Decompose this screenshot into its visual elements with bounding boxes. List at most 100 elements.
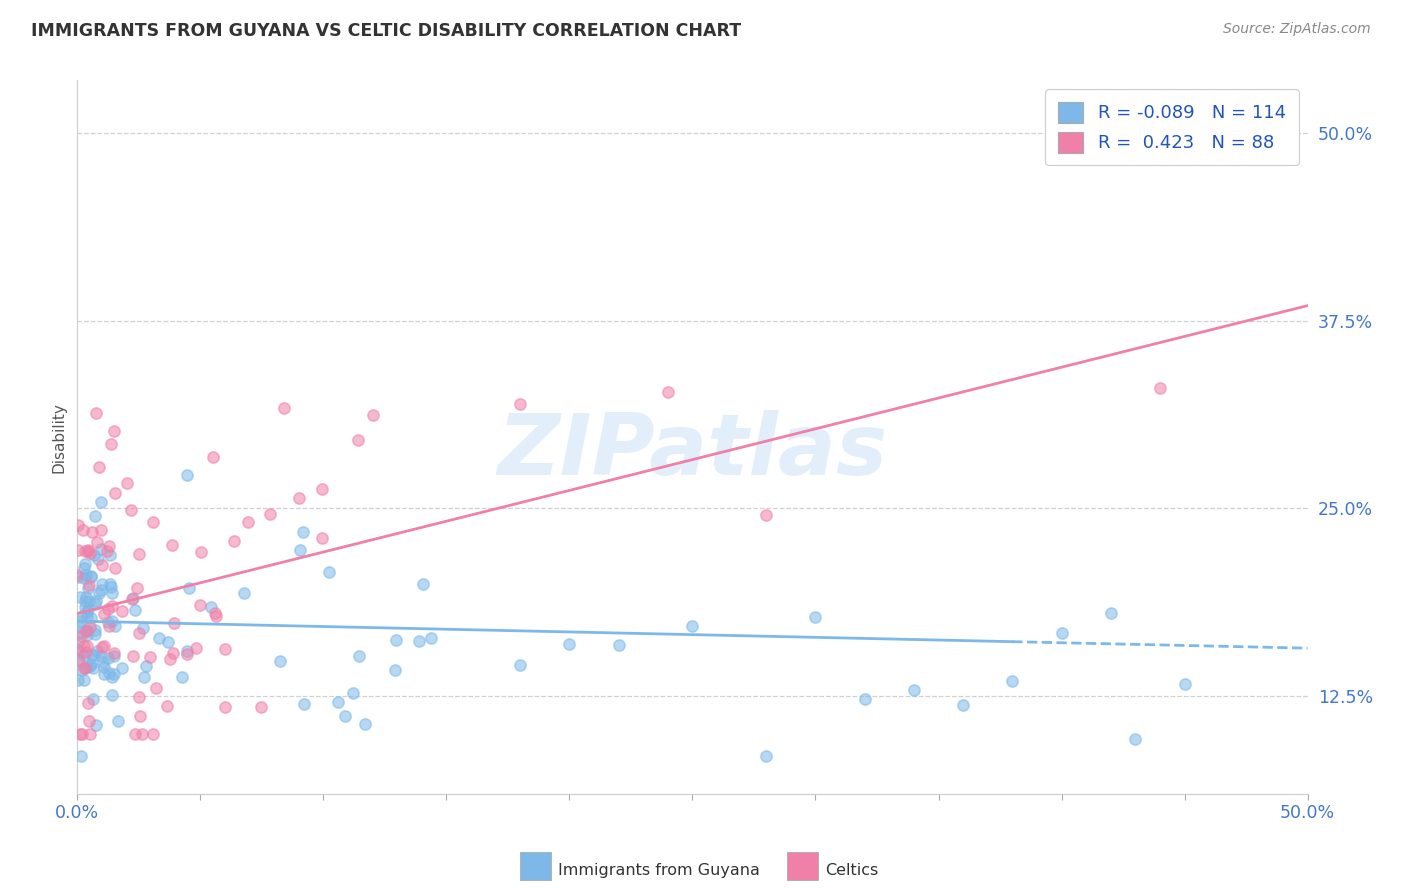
Point [100,437,122,451]
Point [128,547,150,561]
Point [903,682,925,697]
Point [122,649,145,664]
Point [103,646,125,660]
Point [1125,731,1147,746]
Point [75,557,97,571]
Point [93,660,115,674]
Point [236,515,259,529]
Point [76,660,98,674]
Point [73,600,96,615]
Point [214,641,236,656]
Point [73,661,96,675]
Point [79,657,101,671]
Point [76,605,98,619]
Point [77,581,100,595]
Point [72,609,94,624]
Point [66,642,89,657]
Point [76,601,98,615]
Point [159,651,181,665]
Point [420,631,443,645]
Point [73,544,96,558]
Text: Source: ZipAtlas.com: Source: ZipAtlas.com [1223,22,1371,37]
Point [76,640,98,654]
Point [1161,128,1184,143]
Point [111,604,134,618]
Point [346,433,368,447]
Point [80,611,103,625]
Point [103,425,125,439]
Point [90,523,112,537]
Point [1050,626,1073,640]
Point [103,648,125,663]
Point [93,656,115,670]
Text: ZIPatlas: ZIPatlas [498,409,887,493]
Point [91,576,114,591]
Point [121,591,143,606]
Point [98,539,121,553]
Point [79,620,101,634]
Point [101,614,124,628]
Point [408,634,430,648]
Point [70,664,93,678]
Point [128,690,150,705]
Point [1001,674,1024,689]
Point [115,476,138,491]
Point [69,628,91,642]
Point [98,619,121,633]
Point [86,534,108,549]
Point [179,581,201,595]
Point [107,714,129,729]
Point [67,570,90,584]
Point [98,548,121,562]
Point [67,673,90,687]
Point [138,650,160,665]
Point [127,581,149,595]
Point [80,648,103,662]
Point [69,645,91,659]
Point [190,545,212,559]
Point [72,523,94,537]
Point [93,639,115,653]
Point [84,406,107,420]
Legend: R = -0.089   N = 114, R =  0.423   N = 88: R = -0.089 N = 114, R = 0.423 N = 88 [1046,89,1299,165]
Point [128,626,150,640]
Point [75,624,97,639]
Point [1099,606,1122,620]
Point [90,640,112,654]
Point [79,546,101,560]
Point [79,727,101,741]
Point [204,607,226,621]
Point [67,653,90,667]
Point [73,648,96,662]
Point [73,561,96,575]
Point [73,639,96,653]
Point [124,727,146,741]
Point [120,503,142,517]
Point [176,647,198,661]
Point [80,524,103,539]
Point [132,621,155,635]
Point [84,509,107,524]
Point [77,544,100,558]
Point [75,568,97,582]
Point [90,583,112,598]
Point [93,667,115,681]
Point [76,623,98,637]
Point [103,666,125,681]
Point [84,718,107,732]
Point [76,609,98,624]
Point [200,599,222,614]
Point [186,640,208,655]
Point [70,749,93,764]
Point [311,482,333,496]
Point [176,467,198,482]
Point [755,749,778,764]
Point [97,602,120,616]
Point [124,603,146,617]
Point [100,580,122,594]
Point [73,661,96,675]
Point [80,569,103,583]
Point [145,681,167,696]
Point [82,661,104,675]
Point [202,450,225,464]
